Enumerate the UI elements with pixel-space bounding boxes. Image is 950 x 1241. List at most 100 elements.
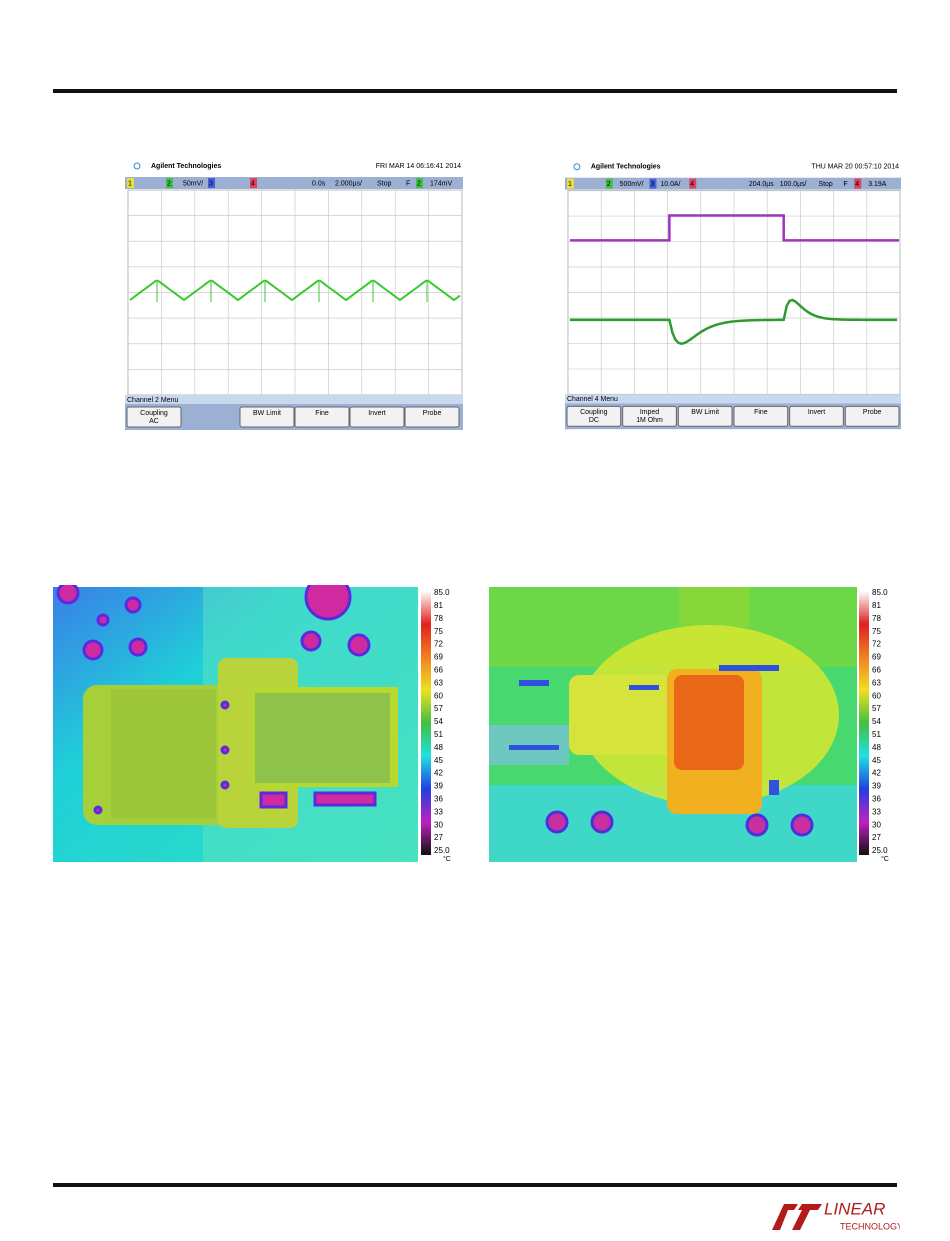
scale-label: 45: [872, 756, 881, 765]
scale-unit: °C: [443, 855, 451, 863]
footer-rule: [53, 1183, 897, 1187]
menu-button-label: Probe: [863, 409, 882, 416]
logo-text: LINEAR: [824, 1199, 885, 1218]
scale-label: 57: [434, 704, 443, 713]
scale-unit: °C: [881, 855, 889, 863]
status-item: 1: [568, 181, 572, 188]
scale-label: 51: [434, 730, 443, 739]
menu-button[interactable]: [677, 405, 733, 427]
menu-button[interactable]: [294, 406, 350, 428]
channel-box: [649, 178, 657, 189]
menu-button-label: Fine: [754, 409, 768, 416]
status-item: 3: [209, 180, 213, 187]
thermal-image: [489, 587, 857, 862]
scale-label: 57: [872, 704, 881, 713]
waveform: [569, 214, 900, 242]
status-item: 4: [690, 181, 694, 188]
scale-label: 36: [434, 795, 443, 804]
status-item: 204.0µs: [749, 181, 774, 188]
menu-button[interactable]: [349, 406, 405, 428]
scale-label: 27: [434, 833, 443, 842]
scale-label: 30: [872, 820, 881, 829]
logo: LINEAR TECHNOLOGY: [772, 1199, 900, 1231]
scale-label: 42: [872, 769, 881, 778]
status-item: Stop: [818, 181, 832, 188]
status-item: 4: [251, 180, 255, 187]
scale-label: 51: [872, 730, 881, 739]
scale-label: 39: [872, 782, 881, 791]
scale-label: 39: [434, 782, 443, 791]
scale-label: 45: [434, 756, 443, 765]
timestamp: THU MAR 20 00:57:10 2014: [811, 164, 899, 171]
menu-button-sub: DC: [589, 417, 599, 424]
scale-label: 60: [434, 691, 443, 700]
brand: Agilent Technologies: [151, 163, 221, 170]
menu-button-label: Coupling: [580, 409, 608, 416]
color-scale: 85.0 81 78 75 72 69 66 63 60 57 54 51 48 45 42 39 36 33 30…: [859, 588, 889, 863]
status-item: 174mV: [430, 180, 453, 187]
scale-label: 48: [872, 743, 881, 752]
scale-label: 33: [434, 807, 443, 816]
menu-button-label: Probe: [423, 410, 442, 417]
status-item: 2: [607, 181, 611, 188]
menu-button-sub: AC: [149, 418, 159, 425]
scale-label: 78: [434, 614, 443, 623]
menu-strip: [125, 395, 463, 404]
menu-button[interactable]: [622, 405, 677, 427]
menu-button[interactable]: [566, 405, 622, 427]
menu-button-label: BW Limit: [691, 409, 719, 416]
scale-label: 72: [434, 640, 443, 649]
color-scale: 85.0 81 78 75 72 69 66 63 60 57 54 51 48 45 42 39 36 33 30…: [421, 588, 451, 863]
menu-button-label: Invert: [368, 410, 386, 417]
scale-label: 69: [872, 653, 881, 662]
menu-button[interactable]: [789, 405, 844, 427]
status-item: 2.000µs/: [335, 180, 362, 187]
scale-label: 54: [434, 717, 443, 726]
menu-strip: [565, 394, 901, 404]
scale-label: 48: [434, 743, 443, 752]
scale-label: 60: [872, 691, 881, 700]
menu-button-sub: 1M Ohm: [636, 417, 663, 424]
channel-box: [127, 178, 134, 188]
menu-button-label: Imped: [640, 409, 659, 416]
scale-label: 42: [434, 769, 443, 778]
status-item: 3: [650, 181, 654, 188]
scale-label: 36: [872, 795, 881, 804]
status-item: 500mV/: [620, 181, 644, 188]
status-item: 0.0s: [312, 180, 326, 187]
status-item: 2: [417, 180, 421, 187]
scope-screenshot: Agilent Technologies FRI MAR 14 06:16:41 …: [125, 157, 463, 430]
status-item: 10.0A/: [660, 181, 680, 188]
scale-label: 66: [872, 666, 881, 675]
status-bar: [125, 177, 463, 189]
menu-button[interactable]: [844, 405, 900, 427]
scale-bar: [859, 591, 869, 855]
scale-bar: [421, 591, 431, 855]
status-item: 50mV/: [183, 180, 203, 187]
status-item: 2: [167, 180, 171, 187]
menu-button[interactable]: [126, 406, 182, 428]
scale-label: 81: [872, 601, 881, 610]
channel-box: [250, 178, 257, 188]
scale-label: 54: [872, 717, 881, 726]
menu-title: Channel 2 Menu: [127, 397, 178, 404]
waveform: [129, 279, 461, 302]
scale-label: 30: [434, 820, 443, 829]
menu-button-label: Fine: [315, 410, 329, 417]
status-item: F: [843, 181, 847, 188]
menu-button[interactable]: [404, 406, 460, 428]
status-item: Stop: [377, 180, 392, 187]
scale-label: 63: [872, 678, 881, 687]
menu-button[interactable]: [733, 405, 789, 427]
thermal-image: [53, 585, 418, 862]
channel-box: [208, 178, 215, 188]
channel-box: [566, 178, 574, 189]
timestamp: FRI MAR 14 06:16:41 2014: [376, 163, 461, 170]
scope-screenshot: Agilent Technologies THU MAR 20 00:57:10 …: [565, 157, 901, 430]
header-rule: [53, 89, 897, 93]
status-item: 1: [128, 180, 132, 187]
channel-box: [166, 178, 173, 188]
status-item: 100.0µs/: [780, 181, 807, 188]
menu-button[interactable]: [239, 406, 295, 428]
